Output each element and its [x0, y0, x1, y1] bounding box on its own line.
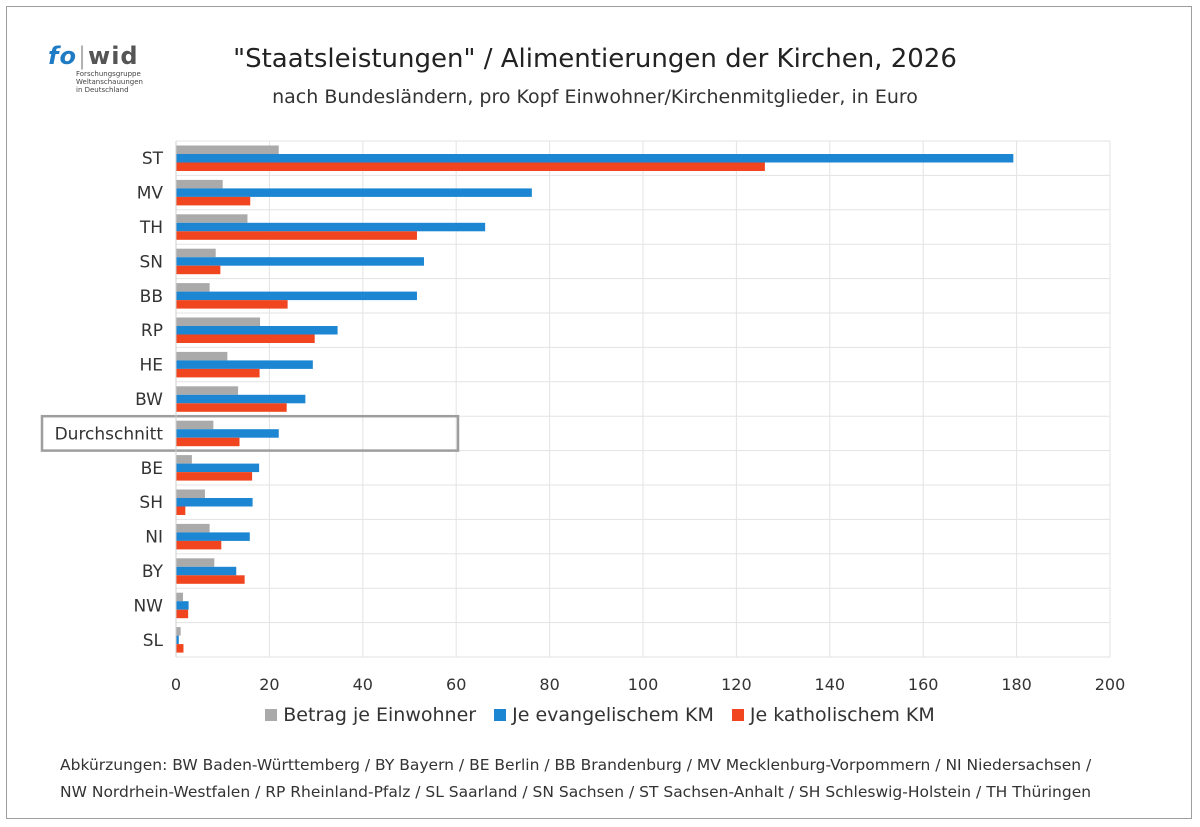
bar-katholisch-mv: [176, 196, 251, 206]
y-category-label-ni: NI: [145, 528, 163, 548]
bar-katholisch-st: [176, 162, 765, 171]
bar-evangelisch-nw: [176, 601, 189, 610]
bar-katholisch-durchschnitt: [176, 437, 240, 447]
bar-evangelisch-sl: [176, 635, 179, 645]
bar-katholisch-be: [176, 472, 253, 481]
x-tick-label-60: 60: [446, 675, 466, 694]
bar-katholisch-sn: [176, 265, 221, 275]
chart-legend: Betrag je Einwohner Je evangelischem KM …: [0, 704, 1200, 726]
bar-evangelisch-bb: [176, 291, 417, 301]
x-tick-label-180: 180: [1001, 675, 1032, 694]
bar-einwohner-th: [176, 214, 248, 223]
bar-einwohner-mv: [176, 179, 223, 189]
bar-evangelisch-durchschnitt: [176, 429, 279, 438]
bar-einwohner-sl: [176, 627, 181, 636]
y-category-label-sl: SL: [143, 631, 164, 651]
x-tick-label-80: 80: [539, 675, 559, 694]
logo-wordmark: fo|wid: [48, 42, 139, 70]
bar-einwohner-bb: [176, 283, 210, 292]
figure-frame: [6, 6, 1192, 819]
legend-item-einwohner: Betrag je Einwohner: [265, 704, 476, 726]
bar-katholisch-bb: [176, 300, 288, 309]
bar-einwohner-rp: [176, 317, 261, 326]
y-category-label-sh: SH: [139, 493, 163, 513]
bar-einwohner-st: [176, 145, 279, 154]
legend-swatch-einwohner: [265, 709, 278, 721]
bar-einwohner-bw: [176, 386, 239, 395]
bar-katholisch-rp: [176, 334, 315, 343]
abbreviations-note: Abkürzungen: BW Baden-Württemberg / BY B…: [60, 756, 1092, 801]
logo-subtitle: Forschungsgruppe Weltanschauungen in Deu…: [76, 70, 143, 94]
bar-katholisch-he: [176, 368, 260, 378]
chart-subtitle: nach Bundesländern, pro Kopf Einwohner/K…: [272, 86, 918, 108]
bar-katholisch-ni: [176, 540, 222, 550]
legend-item-katholisch: Je katholischem KM: [731, 704, 935, 726]
highlight-box-durchschnitt: [40, 414, 460, 452]
y-category-label-bw: BW: [135, 390, 163, 410]
bar-evangelisch-th: [176, 222, 486, 232]
x-tick-label-200: 200: [1095, 675, 1126, 694]
bar-einwohner-be: [176, 455, 192, 464]
y-category-label-be: BE: [141, 459, 163, 479]
y-category-label-rp: RP: [141, 321, 163, 341]
bar-einwohner-ni: [176, 523, 210, 533]
y-category-label-st: ST: [142, 149, 164, 169]
legend-swatch-evangelisch: [494, 709, 507, 721]
bar-einwohner-by: [176, 558, 215, 567]
chart-title: "Staatsleistungen" / Alimentierungen der…: [233, 44, 957, 74]
y-category-label-th: TH: [139, 218, 163, 238]
bar-evangelisch-rp: [176, 326, 338, 335]
y-category-label-durchschnitt: Durchschnitt: [55, 424, 164, 444]
legend-item-evangelisch: Je evangelischem KM: [494, 704, 714, 726]
bar-evangelisch-bw: [176, 394, 306, 404]
bar-einwohner-he: [176, 351, 228, 361]
y-category-label-he: HE: [139, 356, 163, 376]
x-tick-label-160: 160: [908, 675, 939, 694]
bar-evangelisch-by: [176, 566, 237, 576]
bar-einwohner-nw: [176, 592, 184, 602]
bar-evangelisch-ni: [176, 532, 250, 541]
x-tick-label-40: 40: [353, 675, 373, 694]
bar-evangelisch-mv: [176, 188, 532, 197]
x-tick-label-120: 120: [721, 675, 752, 694]
y-category-label-by: BY: [142, 562, 164, 582]
bar-einwohner-sn: [176, 248, 216, 258]
bar-katholisch-bw: [176, 403, 287, 412]
bar-evangelisch-he: [176, 360, 313, 369]
y-category-label-mv: MV: [137, 184, 164, 204]
x-tick-label-0: 0: [171, 675, 181, 694]
y-category-label-nw: NW: [133, 596, 163, 616]
bar-katholisch-by: [176, 575, 245, 584]
bar-einwohner-sh: [176, 489, 205, 498]
x-tick-label-100: 100: [628, 675, 659, 694]
bar-evangelisch-sh: [176, 498, 253, 507]
bar-evangelisch-be: [176, 463, 260, 473]
bar-katholisch-sh: [176, 506, 186, 515]
x-tick-label-140: 140: [815, 675, 846, 694]
bar-katholisch-th: [176, 231, 417, 240]
bar-katholisch-sl: [176, 644, 184, 653]
bar-einwohner-durchschnitt: [176, 420, 214, 430]
bar-katholisch-nw: [176, 609, 189, 619]
fowid-logo: fo|wid Forschungsgruppe Weltanschauungen…: [48, 44, 158, 104]
y-category-label-sn: SN: [139, 252, 163, 272]
legend-swatch-katholisch: [731, 709, 744, 721]
bar-chart: 0 20 40 60 80 100 120 140 160 180 200 ST MV TH SN BB RP H…: [40, 140, 1126, 694]
x-tick-label-20: 20: [259, 675, 279, 694]
bar-evangelisch-sn: [176, 257, 424, 266]
y-category-label-bb: BB: [140, 287, 163, 307]
bar-evangelisch-st: [176, 154, 1014, 163]
